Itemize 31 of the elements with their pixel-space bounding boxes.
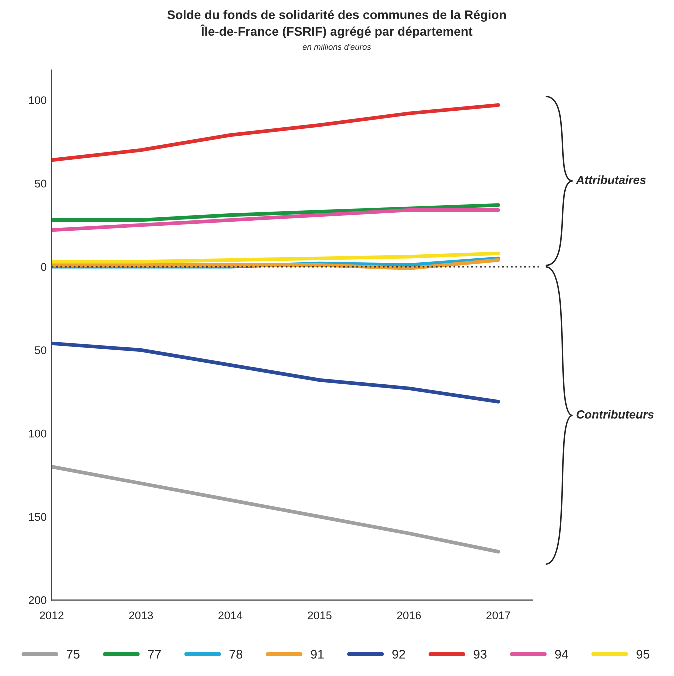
x-tick-label: 2017 <box>486 612 510 620</box>
legend-label: 92 <box>392 650 406 659</box>
y-tick-label: 50 <box>35 346 47 354</box>
x-tick-label: 2013 <box>129 612 154 620</box>
line-series <box>52 252 500 264</box>
x-tick-label: 2012 <box>40 612 64 620</box>
y-tick-label: 100 <box>29 96 47 104</box>
legend-label: 77 <box>148 650 162 659</box>
x-tick-label: 2014 <box>218 612 243 620</box>
y-tick-label: 50 <box>35 180 47 188</box>
legend-label: 95 <box>636 650 650 659</box>
text: Contributeurs <box>576 410 654 419</box>
y-tick-label: 0 <box>41 263 47 272</box>
legend-label: 94 <box>555 650 568 659</box>
y-tick-label: 100 <box>29 430 47 438</box>
line-series <box>52 208 500 232</box>
legend-label: 91 <box>311 650 324 659</box>
x-tick-label: 2016 <box>397 612 422 620</box>
line-series <box>52 342 500 404</box>
line-series <box>52 104 500 162</box>
y-tick-label: 200 <box>29 596 47 604</box>
chart-title: Solde du fonds de solidarité des communes de la Région Île-de-France (FSRIF) agrégé par département <box>168 10 506 39</box>
legend-label: 78 <box>230 650 243 659</box>
text: Attributaires <box>576 176 646 184</box>
line-series <box>52 203 500 222</box>
chart-subtitle: en millions d'euros <box>302 44 372 50</box>
x-tick-label: 2015 <box>308 612 332 620</box>
legend-label: 75 <box>67 650 80 659</box>
legend-label: 93 <box>474 650 487 659</box>
y-tick-label: 150 <box>29 513 47 522</box>
line-series <box>52 465 500 554</box>
